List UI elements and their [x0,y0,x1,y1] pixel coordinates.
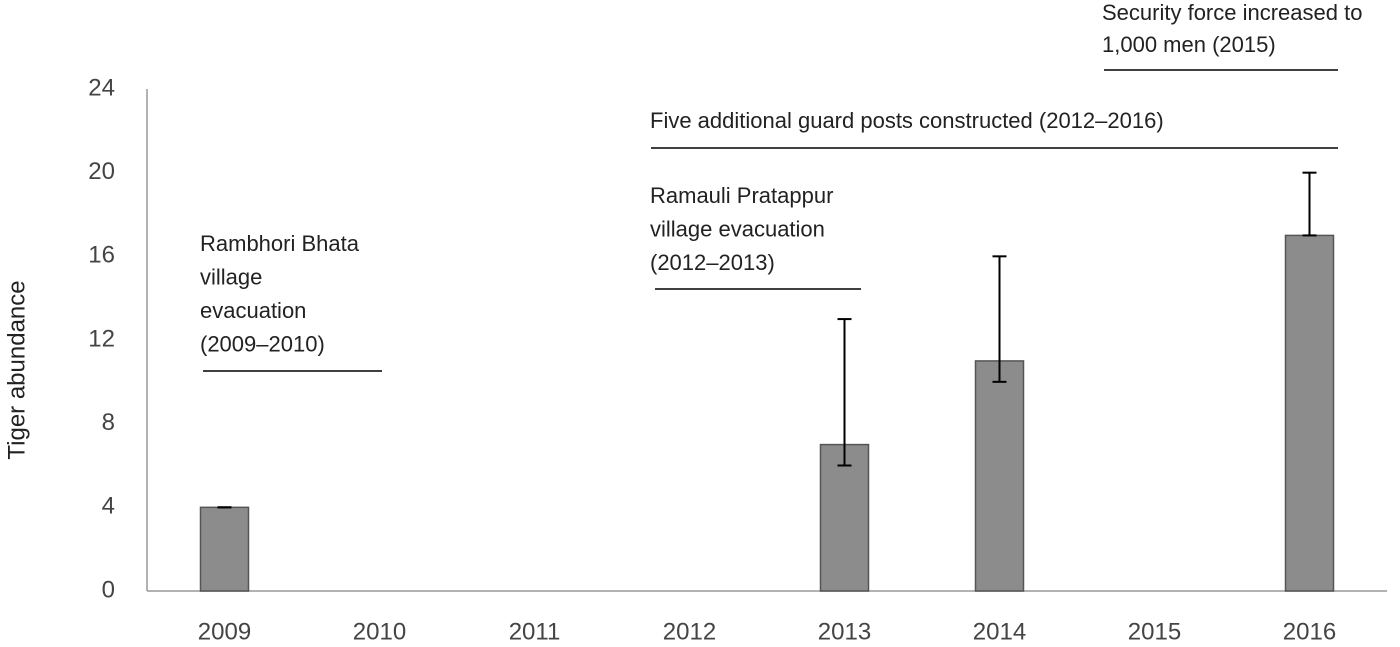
x-tick-label: 2011 [509,618,561,645]
annotation-text: Ramauli Pratappur [650,183,833,208]
y-tick-label: 4 [102,493,115,520]
x-tick-label: 2015 [1128,618,1181,645]
bar [199,506,250,592]
y-tick-label: 16 [88,242,115,269]
annotation-text: village [200,264,262,289]
annotation-text: Five additional guard posts constructed … [650,108,1164,133]
annotation-text: Rambhori Bhata [200,231,360,256]
bar [974,360,1025,592]
annotation-text: (2009–2010) [200,331,325,356]
x-tick-label: 2013 [818,618,871,645]
y-tick-label: 12 [88,325,115,352]
bar [819,443,870,592]
x-tick-label: 2009 [198,618,251,645]
annotation-text: village evacuation [650,216,825,241]
y-tick-label: 24 [88,74,115,101]
x-tick-label: 2016 [1283,618,1336,645]
y-tick-label: 20 [88,158,115,185]
y-axis-label: Tiger abundance [3,280,30,459]
x-tick-label: 2012 [663,618,716,645]
annotation-text: (2012–2013) [650,250,775,275]
x-tick-label: 2010 [353,618,406,645]
annotation-text: evacuation [200,298,306,323]
bar [1284,234,1335,592]
x-tick-label: 2014 [973,618,1026,645]
y-tick-label: 0 [102,576,115,603]
y-tick-label: 8 [102,409,115,436]
annotation-text: Security force increased to [1102,0,1362,25]
annotation-text: 1,000 men (2015) [1102,32,1276,57]
